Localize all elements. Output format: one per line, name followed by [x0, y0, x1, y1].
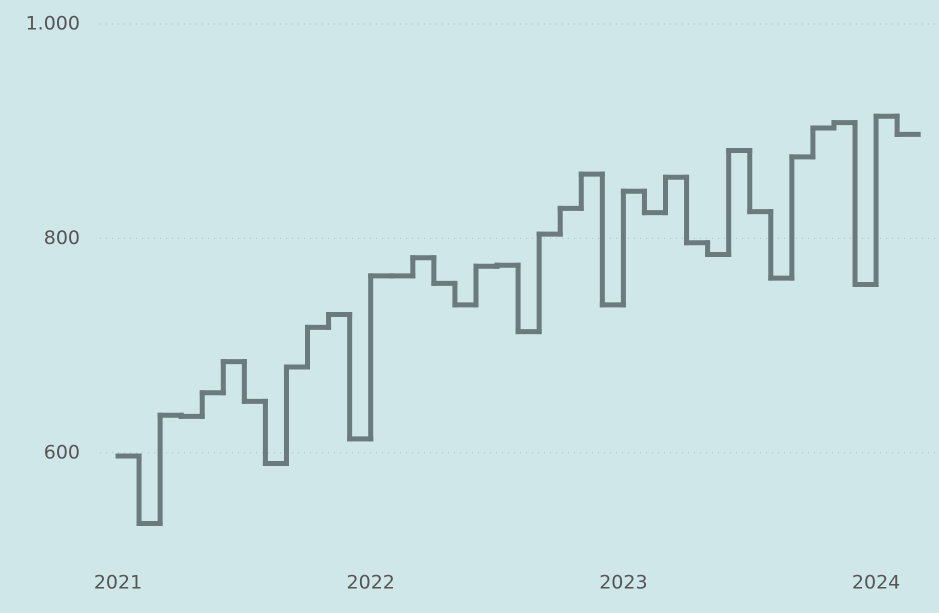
x-tick-label: 2021 — [94, 572, 142, 594]
x-tick-label: 2022 — [347, 572, 395, 594]
y-tick-label: 800 — [44, 227, 80, 249]
x-tick-label: 2024 — [852, 572, 900, 594]
x-tick-label: 2023 — [599, 572, 647, 594]
y-tick-label: 1.000 — [26, 13, 80, 35]
y-tick-label: 600 — [44, 441, 80, 463]
